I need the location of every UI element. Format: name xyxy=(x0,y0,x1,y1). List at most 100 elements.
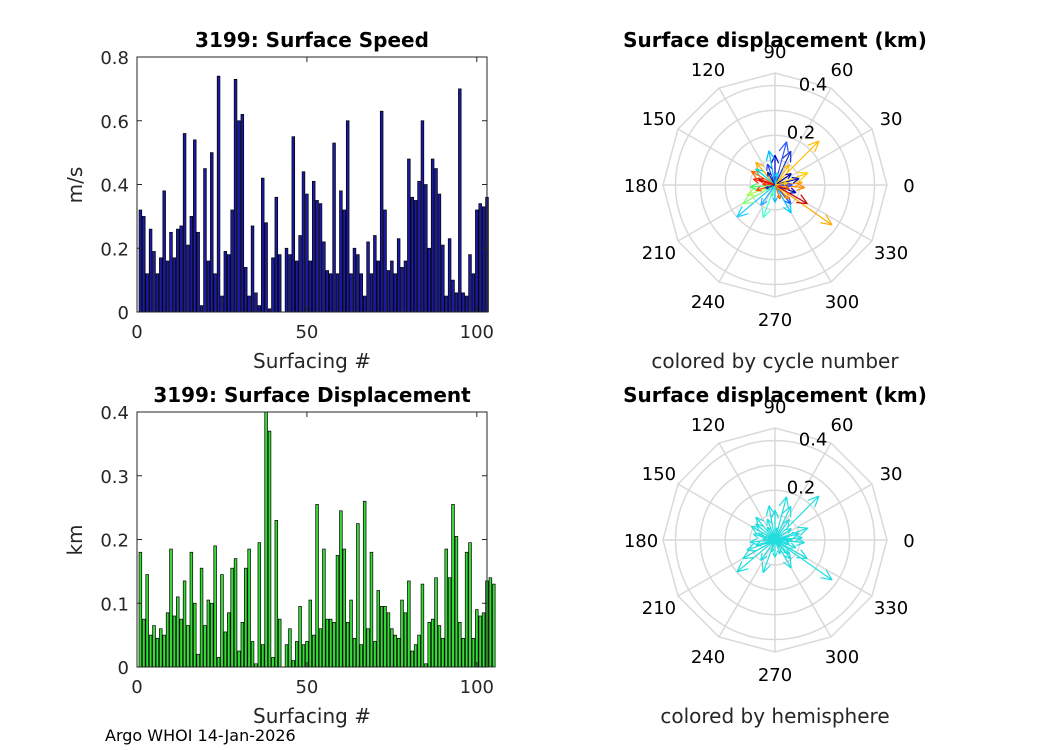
bar xyxy=(223,631,228,668)
bar xyxy=(315,504,319,668)
bar xyxy=(492,583,496,668)
bar xyxy=(403,612,408,668)
speed-chart: 3199: Surface Speed 00.20.40.60.80 50 100 … xyxy=(63,28,494,373)
bar xyxy=(464,551,469,668)
bar xyxy=(447,577,452,668)
bar xyxy=(155,273,160,313)
displacement-arrow xyxy=(774,527,792,541)
bar xyxy=(454,535,459,668)
displacement-arrow xyxy=(774,539,790,555)
bar xyxy=(165,260,170,313)
displacement-arrow xyxy=(742,539,776,560)
bar xyxy=(471,273,476,313)
bar xyxy=(437,625,442,668)
bar xyxy=(339,510,343,668)
polar-spoke xyxy=(774,483,873,541)
bar xyxy=(475,609,479,668)
bar xyxy=(352,637,357,668)
polar-spoke xyxy=(718,87,776,186)
displacement-arrow xyxy=(774,527,779,541)
x-tick-label: 100 xyxy=(460,322,494,343)
polar-hemisphere-chart: Surface displacement (km) 0 30 60 90 120 150 1… xyxy=(623,383,927,728)
bar xyxy=(291,136,296,313)
bar xyxy=(203,625,207,668)
bar xyxy=(257,305,262,313)
bar xyxy=(366,241,370,313)
bar xyxy=(193,602,197,668)
bar xyxy=(294,260,299,313)
bar xyxy=(393,634,397,668)
polar-angle-label: 330 xyxy=(874,243,908,264)
bar xyxy=(362,500,367,668)
polar-radius-label: 0.4 xyxy=(799,429,828,450)
bar xyxy=(458,88,462,313)
displacement-arrow xyxy=(774,536,788,541)
bar xyxy=(420,120,425,313)
bar xyxy=(159,628,163,668)
bar xyxy=(403,260,408,313)
bar xyxy=(274,196,279,313)
bar xyxy=(464,295,469,313)
bar xyxy=(298,606,302,668)
bar xyxy=(291,660,296,668)
bar xyxy=(315,200,319,313)
bar xyxy=(294,641,299,668)
bar xyxy=(250,641,255,668)
speed-bars xyxy=(138,75,489,313)
displacement-arrow xyxy=(774,184,833,226)
bar xyxy=(383,209,387,313)
polar-angle-label: 180 xyxy=(624,176,658,197)
displacement-arrow xyxy=(774,172,792,186)
bar xyxy=(288,254,292,313)
polar-hemisphere-title: Surface displacement (km) xyxy=(623,383,927,407)
displacement-arrow xyxy=(774,539,833,581)
polar-spoke xyxy=(774,128,873,186)
polar-angle-label: 0 xyxy=(903,531,914,552)
bar xyxy=(437,193,442,313)
bar xyxy=(203,168,207,313)
bar xyxy=(478,203,482,313)
bar xyxy=(189,551,194,668)
displacement-arrow xyxy=(772,540,778,558)
displacement-arrow xyxy=(774,184,808,205)
bar xyxy=(254,292,258,313)
polar-cycle-grid: 0 30 60 90 120 150 180 210 240 270 300 330 0.2 0.4 xyxy=(624,42,915,331)
bar xyxy=(311,180,316,313)
bar xyxy=(345,120,350,313)
y-tick-label: 0.4 xyxy=(100,176,129,197)
bar xyxy=(454,292,459,313)
polar-radius-label: 0.4 xyxy=(799,74,828,95)
bar xyxy=(165,612,170,668)
polar-spoke xyxy=(718,539,776,638)
polar-angle-label: 90 xyxy=(764,42,787,63)
y-tick-label: 0.4 xyxy=(100,403,129,424)
bar xyxy=(356,523,360,668)
bar xyxy=(169,231,173,313)
bar xyxy=(390,260,394,313)
bar xyxy=(359,273,363,313)
bar xyxy=(206,599,211,668)
polar-angle-label: 90 xyxy=(764,397,787,418)
bar xyxy=(481,612,486,668)
bar xyxy=(396,238,401,313)
bar xyxy=(417,180,421,313)
bar xyxy=(284,644,289,668)
bar xyxy=(468,254,472,313)
bar xyxy=(159,257,163,313)
bar xyxy=(413,200,418,313)
bar xyxy=(359,644,363,668)
bar xyxy=(373,641,377,668)
polar-angle-label: 120 xyxy=(691,60,725,81)
bar xyxy=(267,430,272,668)
bar xyxy=(247,548,251,668)
displacement-chart: 3199: Surface Displacement 0 0.1 0.2 0.3 0.4… xyxy=(63,383,496,728)
bar xyxy=(220,574,224,668)
speed-chart-title: 3199: Surface Speed xyxy=(195,28,429,52)
bar xyxy=(186,625,190,668)
bar xyxy=(261,177,265,313)
displacement-arrow xyxy=(770,184,776,198)
displacement-arrow xyxy=(774,141,790,186)
polar-cycle-chart: Surface displacement (km) 0 30 60 90 120 150 1… xyxy=(623,28,927,373)
bar xyxy=(335,273,340,313)
displacement-arrow xyxy=(766,171,776,186)
